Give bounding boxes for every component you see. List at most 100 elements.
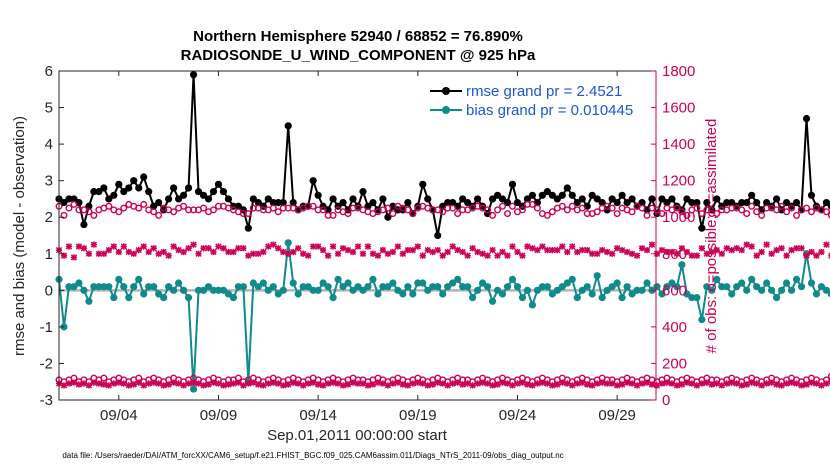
rmse-point <box>827 202 830 210</box>
bias-point <box>773 294 781 302</box>
obs-possible-point <box>528 200 536 208</box>
x-tick-label: 09/29 <box>598 407 636 424</box>
obs-assimilated-point <box>280 382 287 389</box>
obs-assimilated-point <box>584 381 591 388</box>
obs-assimilated-point <box>324 252 332 259</box>
rmse-point <box>224 195 233 203</box>
bias-point <box>194 286 203 294</box>
bias-point <box>299 283 307 291</box>
obs-assimilated-point <box>549 382 556 389</box>
rmse-point <box>155 199 163 207</box>
obs-assimilated-point <box>100 250 107 257</box>
obs-assimilated-point <box>404 246 411 254</box>
obs-assimilated-point <box>678 245 686 252</box>
obs-assimilated-point <box>280 248 287 256</box>
bias-point <box>179 286 188 294</box>
rmse-point <box>399 206 407 214</box>
rmse-point <box>289 199 297 207</box>
rmse-point <box>209 188 218 196</box>
obs-possible-point <box>753 208 761 216</box>
obs-assimilated-point <box>359 380 367 387</box>
obs-assimilated-point <box>509 382 516 389</box>
obs-assimilated-point <box>285 250 292 257</box>
obs-assimilated-point <box>638 245 646 252</box>
obs-assimilated-point <box>464 380 471 387</box>
obs-assimilated-point <box>200 245 207 252</box>
rmse-point <box>543 188 551 196</box>
bias-point <box>175 279 183 287</box>
bias-point <box>763 279 771 287</box>
bias-point <box>573 294 581 302</box>
rmse-point <box>598 199 606 207</box>
rmse-point <box>728 199 736 207</box>
obs-possible-point <box>494 206 502 214</box>
obs-assimilated-point <box>180 248 187 256</box>
bias-point <box>374 290 382 298</box>
rmse-point <box>219 188 228 196</box>
obs-possible-point <box>404 206 412 214</box>
bias-point <box>369 275 377 283</box>
bias-point <box>782 279 791 287</box>
rmse-point <box>628 195 636 203</box>
obs-assimilated-point <box>564 380 571 387</box>
rmse-point <box>488 195 497 203</box>
bias-point <box>688 294 696 302</box>
bias-point <box>698 315 706 324</box>
bias-point <box>429 283 437 291</box>
obs-assimilated-point <box>305 252 312 259</box>
obs-assimilated-point <box>758 248 765 256</box>
obs-assimilated-point <box>618 246 626 254</box>
rmse-point <box>508 180 517 188</box>
obs-assimilated-point <box>559 243 566 250</box>
obs-assimilated-point <box>738 246 745 254</box>
obs-assimilated-point <box>743 241 750 248</box>
obs-assimilated-point <box>339 382 347 389</box>
obs-assimilated-point <box>569 243 576 250</box>
legend: rmse grand pr = 2.4521 bias grand pr = 0… <box>424 79 646 123</box>
rmse-point <box>812 202 821 210</box>
rmse-point <box>568 191 576 199</box>
obs-possible-point <box>743 210 751 218</box>
rmse-point <box>249 195 257 203</box>
obs-assimilated-point <box>683 379 691 386</box>
obs-assimilated-point <box>753 252 760 259</box>
obs-assimilated-point <box>439 380 446 387</box>
obs-assimilated-point <box>135 379 142 386</box>
rmse-point <box>802 114 811 123</box>
rmse-point <box>284 122 292 130</box>
obs-assimilated-point <box>290 248 297 256</box>
bias-point <box>653 283 661 291</box>
obs-assimilated-point <box>130 381 137 388</box>
bias-point <box>469 294 477 302</box>
obs-assimilated-point <box>773 381 780 388</box>
obs-assimilated-point <box>245 380 252 387</box>
obs-assimilated-point <box>265 380 272 387</box>
obs-possible-point <box>683 211 691 219</box>
obs-assimilated-point <box>374 252 382 259</box>
bias-point <box>454 275 462 283</box>
obs-possible-point <box>822 208 830 216</box>
rmse-point <box>214 180 223 188</box>
bias-point <box>822 286 830 294</box>
x-tick-label: 09/04 <box>100 407 138 424</box>
obs-possible-point <box>170 208 178 216</box>
obs-assimilated-point <box>145 380 152 387</box>
obs-assimilated-point <box>344 246 352 254</box>
obs-assimilated-point <box>479 379 486 386</box>
y-left-tick-label: 3 <box>45 173 53 190</box>
obs-assimilated-point <box>599 246 606 254</box>
rmse-point <box>424 195 432 203</box>
rmse-point <box>254 199 262 207</box>
obs-possible-point <box>518 206 526 214</box>
rmse-point <box>244 224 252 232</box>
rmse-point <box>184 184 193 192</box>
obs-assimilated-point <box>728 246 735 254</box>
obs-assimilated-point <box>459 381 466 388</box>
obs-assimilated-point <box>564 248 571 256</box>
obs-assimilated-point <box>439 252 446 259</box>
obs-assimilated-point <box>444 382 451 389</box>
obs-assimilated-point <box>574 248 581 256</box>
rmse-point <box>523 195 532 203</box>
rmse-point <box>359 188 367 196</box>
